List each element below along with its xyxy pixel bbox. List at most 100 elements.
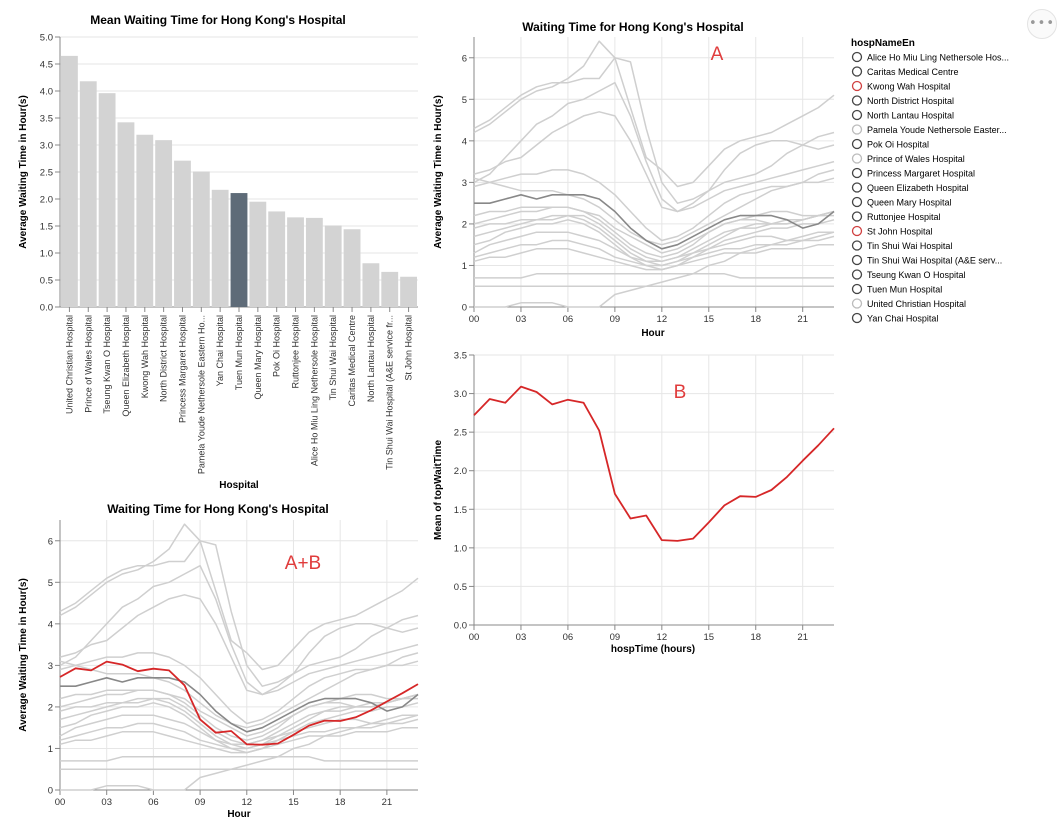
legend-label: North Lantau Hospital	[867, 111, 954, 121]
legend-label: Yan Chai Hospital	[867, 314, 938, 324]
series-line	[473, 206, 835, 254]
legend-label: Ruttonjee Hospital	[867, 212, 941, 222]
series-line	[473, 243, 834, 271]
legend-item[interactable]: North Lantau Hospital	[851, 109, 955, 121]
x-tick-label: Pamela Youde Nethersole Eastern Ho...	[196, 315, 206, 474]
series-line	[474, 273, 834, 279]
y-axis-title: Average Waiting Time in Hour(s)	[18, 578, 29, 732]
line-chart-b: 0.0 0.5 1.0 1.5 2.0 2.5 3.0 3.5 00 03 06 09 12 15 18 21…	[433, 351, 835, 655]
legend-item[interactable]: Tin Shui Wai Hospital	[851, 240, 953, 251]
legend-label: Prince of Wales Hospital	[867, 154, 965, 164]
series-line	[59, 564, 419, 696]
legend-item[interactable]: Tuen Mun Hospital	[851, 283, 943, 295]
series-line	[59, 689, 419, 741]
series-line	[473, 169, 835, 242]
y-tick-label: 6	[462, 53, 467, 64]
y-tick-label: 0.5	[454, 582, 467, 593]
y-tick-label: 3.0	[40, 141, 53, 152]
legend-item[interactable]: Princess Margaret Hospital	[851, 167, 976, 179]
bar	[343, 229, 361, 307]
y-tick-label: 2.5	[40, 168, 53, 179]
y-tick-label: 1.5	[454, 505, 467, 516]
x-tick-label: 18	[335, 797, 346, 808]
y-tick-label: 2	[462, 219, 467, 230]
annotation-label: A+B	[285, 553, 321, 574]
bar	[155, 140, 173, 307]
more-options-button[interactable]: •••	[1027, 9, 1057, 39]
series-line	[59, 523, 419, 671]
legend-symbol	[851, 283, 863, 295]
x-tick-label: North District Hospital	[159, 315, 169, 402]
chart-title: Waiting Time for Hong Kong's Hospital	[107, 502, 329, 516]
legend-item[interactable]: Prince of Wales Hospital	[851, 153, 965, 164]
x-tick-label: 03	[516, 632, 527, 643]
legend-symbol	[851, 167, 863, 179]
x-tick-label: 15	[703, 632, 714, 643]
legend-item[interactable]: United Christian Hospital	[851, 298, 967, 309]
bar-chart: Mean Waiting Time for Hong Kong's Hospit…	[18, 13, 418, 491]
series-line	[473, 214, 834, 267]
y-tick-label: 2	[48, 702, 53, 713]
series-line	[60, 714, 418, 791]
legend-item[interactable]: Queen Elizabeth Hospital	[851, 182, 969, 193]
x-tick-label: 09	[610, 632, 621, 643]
legend-label: Pok Oi Hospital	[867, 140, 929, 150]
series-line	[473, 206, 835, 258]
annotation-label: B	[674, 382, 687, 403]
x-axis-title: hospTime (hours)	[611, 644, 695, 655]
x-tick-label: 12	[657, 314, 668, 325]
legend-item[interactable]: North District Hospital	[851, 95, 955, 106]
y-tick-label: 1.5	[40, 222, 53, 233]
bar	[117, 122, 135, 307]
legend-item[interactable]: Pok Oi Hospital	[851, 138, 930, 150]
legend-item[interactable]: Caritas Medical Centre	[851, 66, 959, 77]
x-tick-label: 03	[101, 797, 112, 808]
legend-symbol	[851, 298, 863, 309]
y-tick-label: 4	[48, 619, 53, 630]
legend-symbol	[851, 211, 863, 222]
bar	[230, 193, 248, 307]
bar	[268, 211, 286, 307]
legend-item[interactable]: Yan Chai Hospital	[851, 312, 939, 324]
series-line	[59, 689, 419, 737]
bar	[98, 93, 116, 307]
y-tick-label: 2.5	[454, 428, 467, 439]
legend-item[interactable]: Tin Shui Wai Hospital (A&E serv...	[851, 254, 1003, 266]
legend-label: Tuen Mun Hospital	[867, 285, 942, 295]
x-tick-label: St John Hospital	[404, 315, 414, 381]
bar	[211, 189, 229, 307]
legend-item[interactable]: Tseung Kwan O Hospital	[851, 269, 966, 280]
x-tick-label: Tseung Kwan O Hospital	[102, 315, 112, 414]
x-tick-label: 09	[610, 314, 621, 325]
legend-item[interactable]: Ruttonjee Hospital	[851, 211, 941, 222]
x-tick-label: Pok Oi Hospital	[272, 315, 282, 377]
legend-label: Pamela Youde Nethersole Easter...	[867, 125, 1007, 135]
x-tick-label: 00	[469, 314, 480, 325]
mean-line	[59, 660, 419, 746]
x-tick-label: 12	[241, 797, 252, 808]
series-line	[473, 231, 835, 263]
legend-item[interactable]: St John Hospital	[851, 225, 933, 237]
legend-item[interactable]: Kwong Wah Hospital	[851, 80, 951, 92]
x-tick-label: 03	[516, 314, 527, 325]
series-line	[473, 210, 835, 263]
x-tick-label: Alice Ho Miu Ling Nethersole Hospital	[309, 315, 319, 466]
legend-item[interactable]: Queen Mary Hospital	[851, 196, 952, 208]
chart-title: Mean Waiting Time for Hong Kong's Hospit…	[90, 13, 346, 27]
legend-label: Alice Ho Miu Ling Nethersole Hos...	[867, 53, 1009, 63]
bar	[287, 217, 304, 307]
y-axis-title: Mean of topWaitTime	[433, 440, 444, 540]
y-tick-label: 2.0	[454, 466, 467, 477]
x-tick-label: 15	[703, 314, 714, 325]
x-tick-label: Tuen Mun Hospital	[234, 315, 244, 390]
y-tick-label: 4	[462, 136, 467, 147]
legend-symbol	[851, 138, 863, 150]
legend-item[interactable]: Alice Ho Miu Ling Nethersole Hos...	[851, 51, 1010, 63]
legend-item[interactable]: Pamela Youde Nethersole Easter...	[851, 124, 1007, 135]
series-line	[60, 756, 418, 762]
legend-symbol	[851, 225, 863, 237]
x-tick-label: 00	[469, 632, 480, 643]
y-tick-label: 2.0	[40, 195, 53, 206]
y-tick-label: 1	[462, 261, 467, 272]
